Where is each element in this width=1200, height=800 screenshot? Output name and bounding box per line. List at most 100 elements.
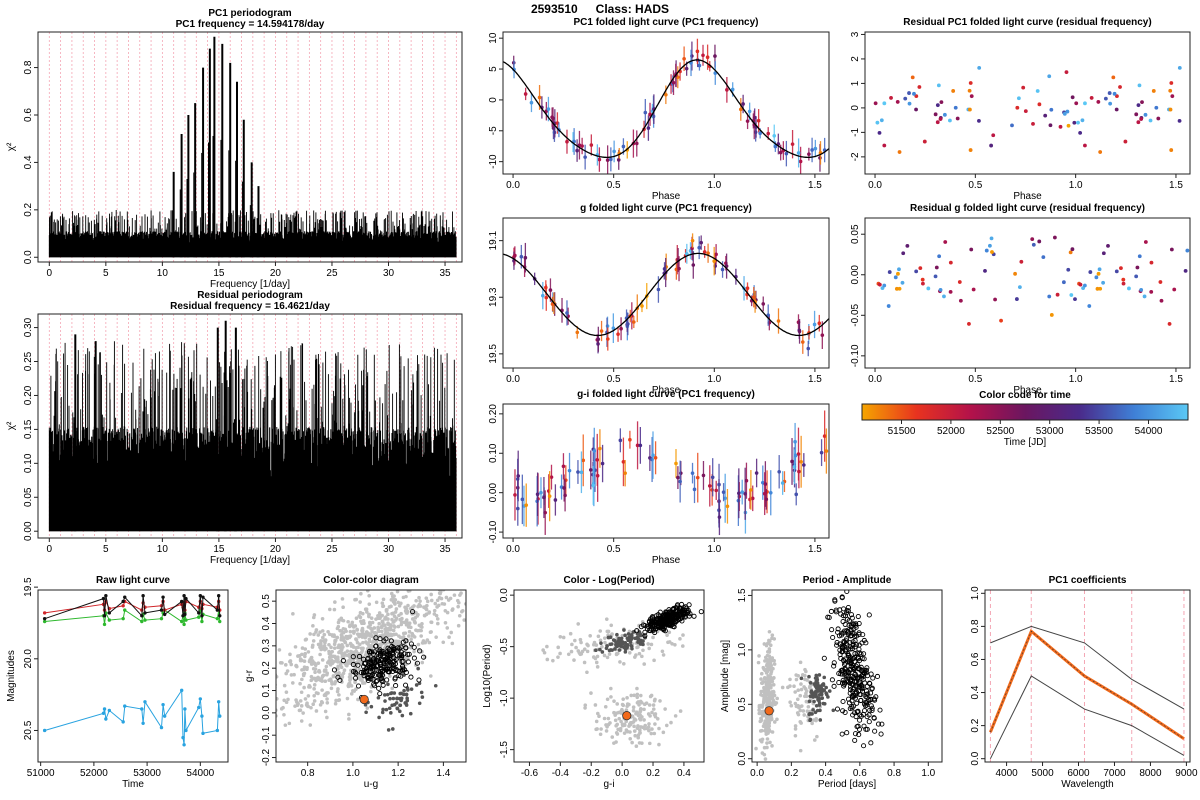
population-point <box>459 591 463 595</box>
data-point <box>1143 240 1148 244</box>
population-point <box>312 661 317 666</box>
population-point-open <box>864 714 870 720</box>
population-point <box>760 703 765 708</box>
population-point-open <box>358 670 364 676</box>
data-point <box>955 116 960 121</box>
population-point <box>569 649 574 654</box>
population-point <box>383 616 387 621</box>
population-point <box>815 734 819 739</box>
x-tick-label: 25 <box>326 544 338 555</box>
population-point-open <box>385 652 391 658</box>
x-tick-label: 54000 <box>1135 426 1163 437</box>
x-tick-label: 0.5 <box>968 374 982 385</box>
population-point <box>644 701 649 706</box>
population-point <box>794 677 799 682</box>
data-point <box>989 236 994 241</box>
y-tick-label: -2 <box>850 152 861 161</box>
data-point <box>1169 247 1174 252</box>
population-point <box>635 700 640 705</box>
population-point <box>380 629 384 634</box>
population-point-dark <box>637 639 641 644</box>
data-point <box>990 250 994 254</box>
population-point-dark <box>386 682 390 687</box>
series-point-i <box>141 594 145 598</box>
population-point <box>614 731 619 735</box>
data-point <box>516 506 520 511</box>
y-tick-label: 0 <box>850 105 861 111</box>
data-point <box>882 143 887 148</box>
data-point <box>1070 95 1075 100</box>
population-point <box>767 638 771 643</box>
population-point <box>363 607 368 612</box>
population-point <box>414 599 418 603</box>
population-point <box>351 668 356 672</box>
population-point <box>804 669 808 674</box>
population-point <box>603 640 607 645</box>
population-point <box>775 696 779 701</box>
data-point <box>766 131 771 136</box>
population-point-dark <box>808 681 813 685</box>
population-point <box>765 745 769 750</box>
population-point-dark <box>384 707 389 712</box>
data-point <box>1097 267 1102 272</box>
population-point <box>355 640 360 645</box>
y-tick-label: 0.20 <box>23 385 34 405</box>
population-point <box>469 567 473 571</box>
plot-area <box>989 590 1185 762</box>
population-point <box>289 673 294 677</box>
population-point <box>772 720 777 724</box>
population-point-open <box>401 651 407 657</box>
population-point <box>302 685 306 690</box>
population-point-dark <box>812 682 817 686</box>
population-point-open <box>858 651 864 657</box>
population-point <box>632 717 637 721</box>
population-point <box>771 682 776 687</box>
data-point <box>519 254 524 259</box>
population-point-dark <box>420 695 425 699</box>
data-point <box>790 459 794 464</box>
population-point <box>288 652 292 657</box>
population-point-dark <box>814 673 819 678</box>
population-point-open <box>371 656 377 662</box>
population-point-open <box>825 614 831 620</box>
population-point <box>670 641 674 646</box>
population-point <box>267 701 271 705</box>
chart-pc1-folded: PC1 folded light curve (PC1 frequency)0.… <box>488 17 830 202</box>
population-point <box>361 640 365 645</box>
data-point <box>784 151 789 156</box>
population-point <box>793 733 798 738</box>
data-point <box>957 280 962 284</box>
figure-main-title: 2593510 Class: HADS <box>531 2 669 16</box>
population-point <box>347 712 351 717</box>
population-point <box>350 623 355 628</box>
data-point <box>1134 112 1139 117</box>
data-point <box>725 88 729 92</box>
population-point-open <box>831 663 837 669</box>
population-point <box>334 698 338 703</box>
x-tick-label: -0.2 <box>583 768 601 779</box>
y-tick-label: 0.0 <box>737 751 748 765</box>
population-point <box>651 635 655 640</box>
population-point <box>765 737 770 741</box>
series-point-r <box>42 611 47 615</box>
population-point <box>318 652 322 657</box>
population-point <box>600 644 604 649</box>
data-point <box>999 318 1003 323</box>
x-tick-label: 52000 <box>937 426 965 437</box>
population-point <box>434 613 439 618</box>
data-point <box>1098 150 1103 154</box>
population-point <box>386 621 390 625</box>
population-point-open <box>841 681 847 687</box>
data-point <box>612 149 616 154</box>
data-point <box>1070 247 1075 252</box>
population-point-dark <box>622 628 626 632</box>
population-point-open <box>821 655 827 661</box>
population-point <box>298 681 302 686</box>
population-point-dark <box>390 703 394 708</box>
population-point <box>595 665 600 669</box>
population-point <box>346 635 351 640</box>
population-point <box>278 660 283 665</box>
data-point <box>1115 94 1119 98</box>
population-point <box>399 622 404 627</box>
data-point <box>933 274 938 279</box>
